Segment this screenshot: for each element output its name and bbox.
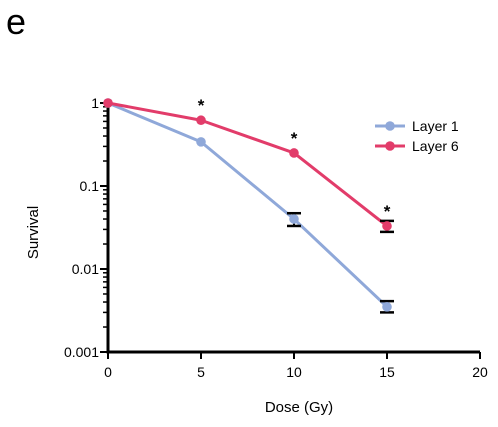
- legend-label: Layer 1: [412, 118, 459, 134]
- x-tick-label: 15: [379, 364, 395, 380]
- series-line: [107, 101, 389, 308]
- data-point: [382, 221, 392, 231]
- y-tick-label: 1: [91, 95, 99, 111]
- y-tick-label: 0.1: [80, 178, 100, 194]
- significance-star: *: [198, 96, 205, 115]
- x-tick-label: 5: [197, 364, 205, 380]
- legend-item: Layer 6: [375, 138, 459, 154]
- legend-item: Layer 1: [375, 118, 459, 134]
- legend: Layer 1 Layer 6: [375, 118, 459, 154]
- y-tick-label: 0.01: [72, 261, 99, 277]
- legend-swatch-marker: [385, 121, 395, 131]
- x-axis-title: Dose (Gy): [265, 399, 333, 416]
- y-axis-title: Survival: [25, 206, 42, 259]
- data-point: [382, 302, 392, 312]
- x-tick-label: 0: [104, 364, 112, 380]
- series-line: [107, 101, 388, 228]
- legend-label: Layer 6: [412, 138, 459, 154]
- data-point: [196, 115, 206, 126]
- data-point: [196, 137, 206, 147]
- data-point: [289, 148, 299, 158]
- y-tick-label: 0.001: [64, 344, 99, 360]
- significance-star: *: [291, 129, 298, 148]
- panel-letter: e: [6, 1, 27, 42]
- legend-swatch-marker: [385, 141, 395, 151]
- x-tick-label: 20: [472, 364, 488, 380]
- annotation-layer: * * *: [198, 96, 391, 221]
- series-layer-1: [103, 98, 394, 314]
- series-layer-6: [103, 98, 394, 234]
- data-point: [103, 98, 113, 108]
- significance-star: *: [384, 202, 391, 221]
- series-layer: [103, 98, 394, 314]
- x-tick-label: 10: [286, 364, 302, 380]
- data-point: [289, 214, 299, 224]
